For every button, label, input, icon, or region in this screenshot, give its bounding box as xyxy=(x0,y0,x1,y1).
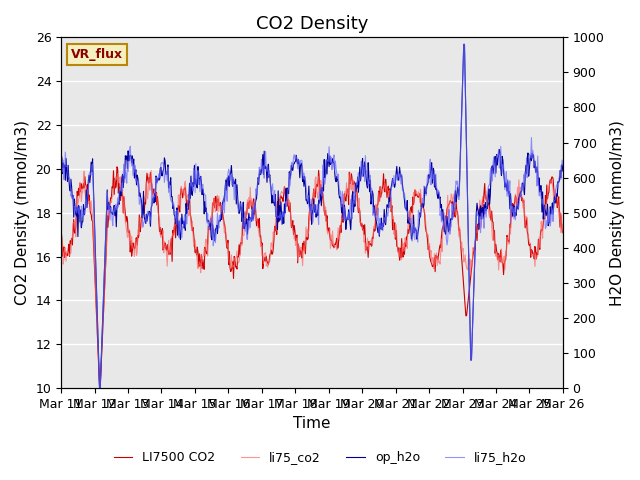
li75_co2 xyxy=(197,270,205,276)
Line: li75_h2o: li75_h2o xyxy=(61,44,563,388)
op_h2o xyxy=(373,225,381,231)
li75_co2 xyxy=(58,231,65,237)
li75_co2 xyxy=(96,383,104,389)
li75_co2 xyxy=(170,227,178,233)
li75_co2 xyxy=(118,199,126,205)
op_h2o xyxy=(196,176,204,182)
Line: op_h2o: op_h2o xyxy=(61,44,563,388)
LI7500 CO2 xyxy=(96,383,104,389)
li75_h2o xyxy=(196,189,204,194)
li75_co2 xyxy=(67,250,74,256)
Line: li75_co2: li75_co2 xyxy=(61,170,563,386)
LI7500 CO2 xyxy=(58,228,65,234)
Line: LI7500 CO2: LI7500 CO2 xyxy=(61,167,563,386)
Legend: LI7500 CO2, li75_co2, op_h2o, li75_h2o: LI7500 CO2, li75_co2, op_h2o, li75_h2o xyxy=(109,446,531,469)
LI7500 CO2 xyxy=(113,164,121,170)
LI7500 CO2 xyxy=(559,230,566,236)
op_h2o xyxy=(67,188,74,194)
li75_h2o xyxy=(118,188,126,194)
li75_h2o xyxy=(388,184,396,190)
LI7500 CO2 xyxy=(67,238,74,244)
li75_h2o xyxy=(460,41,468,47)
X-axis label: Time: Time xyxy=(293,417,331,432)
li75_h2o xyxy=(96,385,104,391)
li75_co2 xyxy=(374,200,382,206)
op_h2o xyxy=(170,202,177,208)
li75_h2o xyxy=(67,177,74,182)
Title: CO2 Density: CO2 Density xyxy=(256,15,368,33)
li75_h2o xyxy=(170,199,177,205)
op_h2o xyxy=(559,162,566,168)
LI7500 CO2 xyxy=(388,227,396,233)
op_h2o xyxy=(58,175,65,181)
li75_co2 xyxy=(388,216,396,222)
Y-axis label: CO2 Density (mmol/m3): CO2 Density (mmol/m3) xyxy=(15,120,30,305)
op_h2o xyxy=(118,171,126,177)
LI7500 CO2 xyxy=(170,225,178,231)
op_h2o xyxy=(460,41,468,47)
op_h2o xyxy=(96,385,104,391)
li75_co2 xyxy=(147,168,155,173)
li75_co2 xyxy=(559,221,566,227)
op_h2o xyxy=(388,180,396,186)
Text: VR_flux: VR_flux xyxy=(71,48,124,61)
li75_h2o xyxy=(58,170,65,176)
li75_h2o xyxy=(559,162,566,168)
LI7500 CO2 xyxy=(120,210,127,216)
LI7500 CO2 xyxy=(374,201,382,207)
Y-axis label: H2O Density (mmol/m3): H2O Density (mmol/m3) xyxy=(610,120,625,306)
LI7500 CO2 xyxy=(197,259,205,265)
li75_h2o xyxy=(373,217,381,223)
